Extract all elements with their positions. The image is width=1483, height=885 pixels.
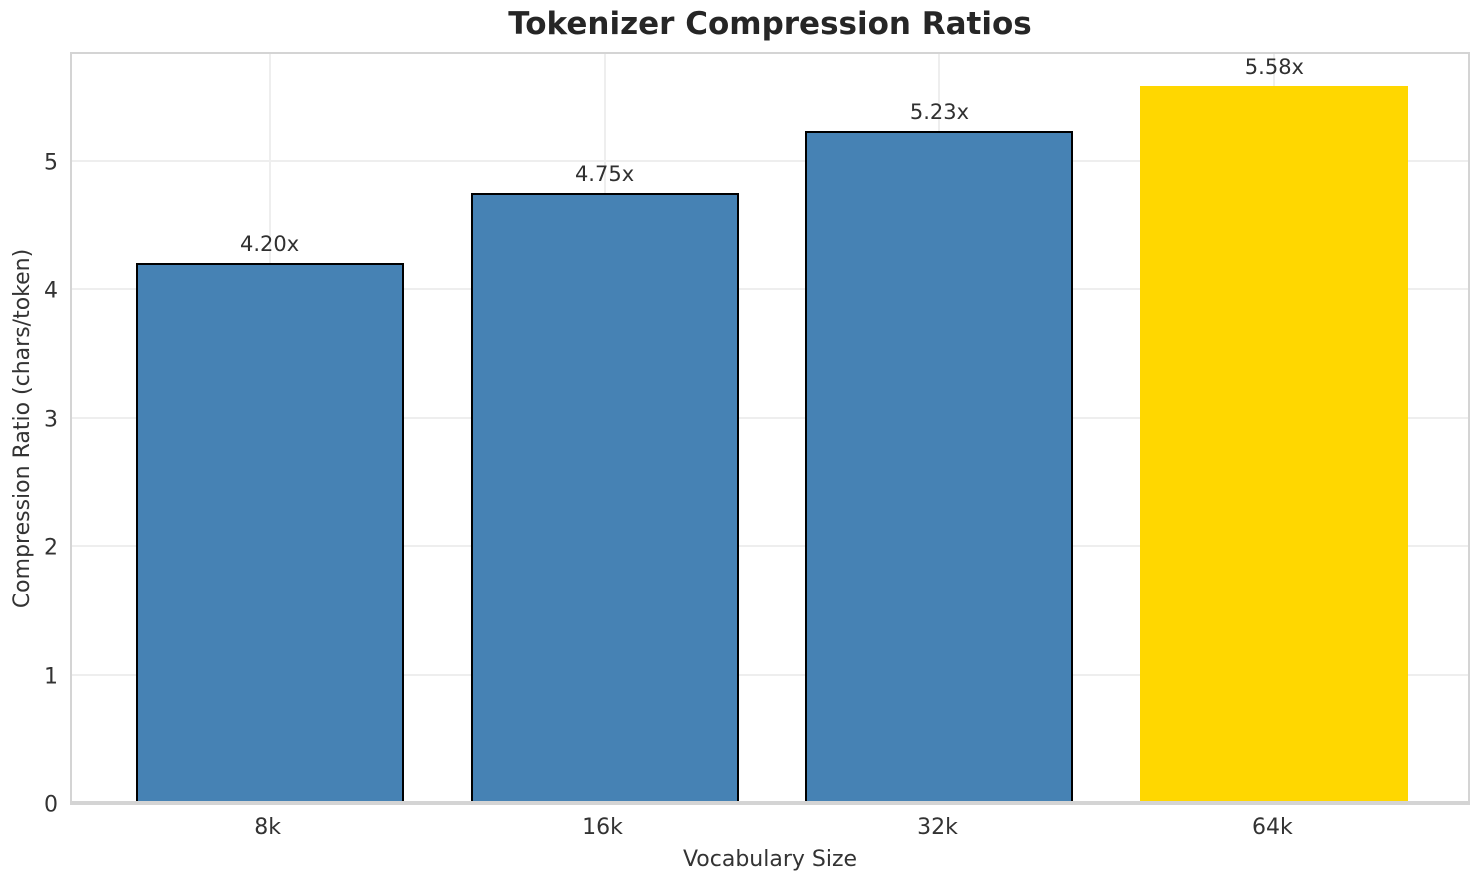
- chart-title: Tokenizer Compression Ratios: [508, 6, 1032, 42]
- gridline-h: [72, 545, 1468, 548]
- x-tick-label: 16k: [582, 815, 623, 840]
- bar-value-label: 5.23x: [909, 99, 970, 124]
- x-axis-label: Vocabulary Size: [682, 847, 858, 872]
- bar-value-label: 4.75x: [574, 161, 635, 186]
- bar: [805, 130, 1074, 803]
- gridline-h: [72, 288, 1468, 291]
- plot-area: 4.20x 4.75x 5.23x 5.58x: [70, 52, 1470, 805]
- y-tick-label: 2: [44, 535, 58, 561]
- x-tick-label: 64k: [1252, 815, 1293, 840]
- y-tick-label: 5: [44, 150, 58, 175]
- y-tick-label: 0: [44, 792, 58, 818]
- y-axis-label: Compression Ratio (chars/token): [0, 52, 46, 805]
- bar: [135, 263, 404, 803]
- x-tick-label: 8k: [254, 815, 281, 840]
- y-axis-label-text: Compression Ratio (chars/token): [10, 248, 36, 609]
- bar-value-label: 4.20x: [240, 232, 300, 257]
- x-axis-spine: [72, 801, 1468, 803]
- bar: [470, 192, 739, 803]
- y-tick-label: 1: [44, 664, 58, 689]
- gridline-h: [72, 673, 1468, 676]
- bar-value-label: 5.58x: [1244, 54, 1304, 79]
- gridline-h: [72, 159, 1468, 162]
- gridline-h: [72, 416, 1468, 419]
- y-tick-label: 4: [44, 278, 58, 304]
- x-tick-label: 32k: [917, 815, 958, 840]
- bar: [1140, 85, 1409, 803]
- y-tick-label: 3: [44, 407, 58, 432]
